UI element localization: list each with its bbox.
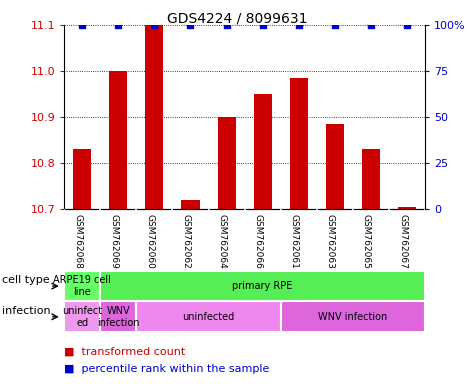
Point bbox=[151, 22, 158, 28]
Text: GSM762060: GSM762060 bbox=[145, 214, 154, 268]
Bar bbox=[100, 301, 136, 332]
Point bbox=[295, 22, 303, 28]
Text: GSM762069: GSM762069 bbox=[109, 214, 118, 268]
Text: WNV infection: WNV infection bbox=[318, 312, 388, 322]
Text: ARPE19 cell
line: ARPE19 cell line bbox=[53, 275, 111, 297]
Bar bbox=[145, 25, 163, 209]
Bar bbox=[64, 301, 100, 332]
Text: primary RPE: primary RPE bbox=[232, 281, 293, 291]
Point bbox=[259, 22, 266, 28]
Text: uninfect
ed: uninfect ed bbox=[62, 306, 102, 328]
Text: GSM762068: GSM762068 bbox=[73, 214, 82, 268]
Bar bbox=[181, 200, 200, 209]
Bar bbox=[362, 149, 380, 209]
Text: GDS4224 / 8099631: GDS4224 / 8099631 bbox=[167, 12, 308, 25]
Bar bbox=[254, 94, 272, 209]
Text: cell type: cell type bbox=[2, 275, 50, 285]
Text: GSM762063: GSM762063 bbox=[326, 214, 335, 268]
Bar bbox=[109, 71, 127, 209]
Point bbox=[78, 22, 86, 28]
Point bbox=[187, 22, 194, 28]
Bar bbox=[326, 124, 344, 209]
Text: GSM762064: GSM762064 bbox=[218, 214, 227, 268]
Bar bbox=[281, 301, 425, 332]
Point bbox=[223, 22, 230, 28]
Bar bbox=[73, 149, 91, 209]
Point bbox=[403, 22, 411, 28]
Text: GSM762065: GSM762065 bbox=[362, 214, 371, 268]
Text: ■  percentile rank within the sample: ■ percentile rank within the sample bbox=[64, 364, 269, 374]
Text: uninfected: uninfected bbox=[182, 312, 235, 322]
Bar bbox=[136, 301, 281, 332]
Bar bbox=[218, 117, 236, 209]
Bar bbox=[64, 271, 100, 301]
Text: ■  transformed count: ■ transformed count bbox=[64, 346, 185, 356]
Bar bbox=[290, 78, 308, 209]
Text: GSM762067: GSM762067 bbox=[398, 214, 407, 268]
Point bbox=[331, 22, 339, 28]
Point bbox=[114, 22, 122, 28]
Text: GSM762066: GSM762066 bbox=[254, 214, 263, 268]
Text: WNV
infection: WNV infection bbox=[97, 306, 140, 328]
Point bbox=[367, 22, 375, 28]
Text: GSM762061: GSM762061 bbox=[290, 214, 299, 268]
Text: infection: infection bbox=[2, 306, 51, 316]
Bar bbox=[398, 207, 416, 209]
Text: GSM762062: GSM762062 bbox=[181, 214, 190, 268]
